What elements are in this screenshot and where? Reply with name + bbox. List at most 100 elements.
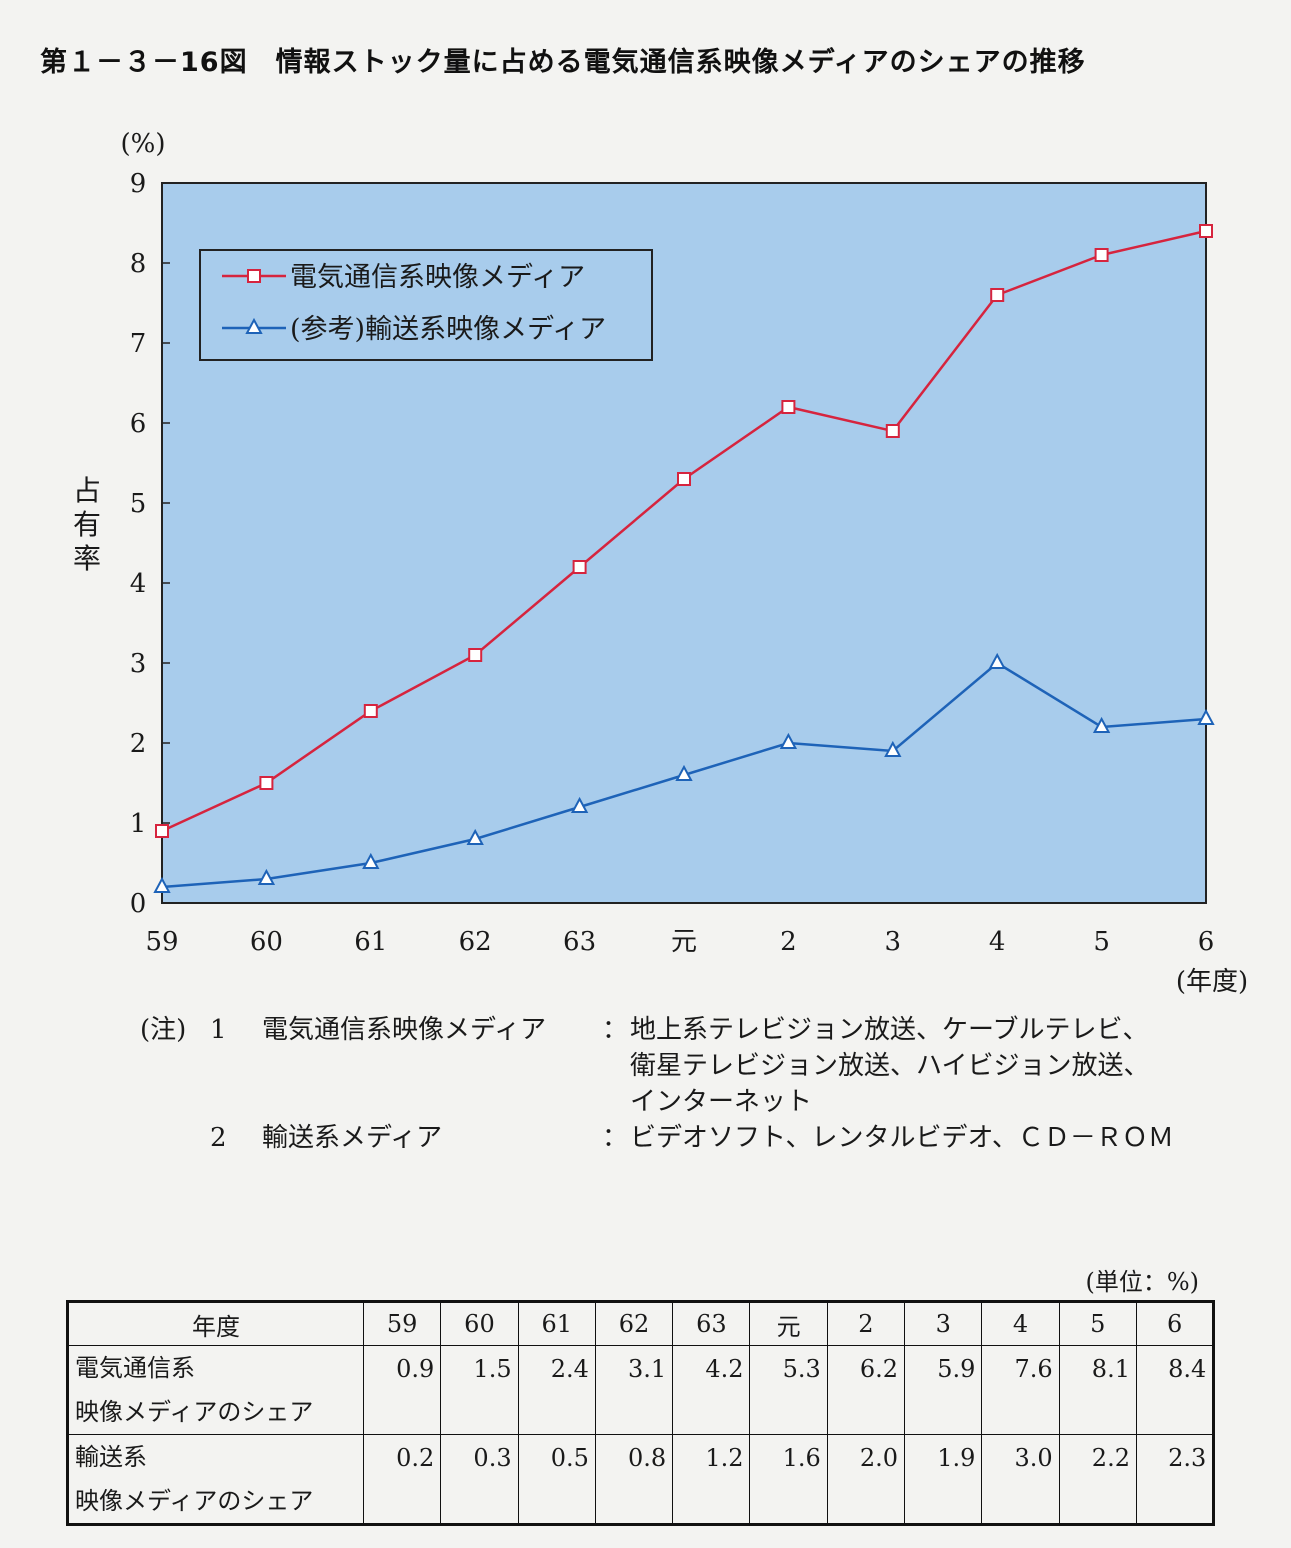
note-line: インターネット	[140, 1084, 1270, 1120]
data-point-square	[259, 776, 274, 790]
table-row: 電気通信系 映像メディアのシェア 0.9 1.5 2.4 3.1 4.2 5.3 6.2 5.9…	[67, 1345, 1215, 1435]
x-tick-label: 2	[780, 927, 797, 957]
x-tick-label: 元	[671, 927, 697, 957]
table-cell: 2.4	[517, 1345, 596, 1435]
table-unit-label: (単位：%)	[1085, 1268, 1199, 1296]
table-header-row: 年度 59 60 61 62 63 元 2 3 4 5 6	[67, 1301, 1215, 1346]
y-tick-label: 9	[130, 169, 147, 199]
data-point-square	[781, 400, 796, 414]
legend-label: 電気通信系映像メディア	[290, 262, 585, 293]
legend-marker-square	[247, 269, 261, 283]
data-point-square	[1094, 248, 1109, 262]
data-point-square	[677, 472, 691, 486]
note-description: ビデオソフト、レンタルビデオ、ＣＤ－ＲＯＭ	[630, 1123, 1174, 1153]
table-header-year: 59	[362, 1301, 442, 1346]
data-point-triangle	[675, 764, 693, 781]
x-tick-label: 6	[1198, 927, 1215, 957]
x-axis: 59 60 61 62 63 元 2 3 4 5 6	[145, 927, 1214, 957]
data-point-square	[1199, 224, 1213, 238]
table-header-year: 3	[904, 1301, 983, 1346]
legend: 電気通信系映像メディア (参考)輸送系映像メディア	[199, 249, 653, 361]
table-cell: 8.4	[1135, 1345, 1215, 1435]
data-point-triangle	[257, 868, 276, 885]
legend-box	[199, 249, 653, 361]
note-number: 2	[210, 1123, 227, 1153]
note-description: インターネット	[630, 1087, 813, 1117]
note-colon: ：	[602, 1015, 629, 1045]
note-line: 2 輸送系メディア ：ビデオソフト、レンタルビデオ、ＣＤ－ＲＯＭ	[140, 1120, 1270, 1156]
table-cell: 0.9	[362, 1345, 442, 1435]
table-row: 輸送系 映像メディアのシェア 0.2 0.3 0.5 0.8 1.2 1.6 2.0 1.9 3.…	[67, 1434, 1215, 1525]
table-cell: 5.9	[904, 1345, 983, 1435]
table-cell: 0.8	[594, 1434, 674, 1525]
table-cell: 6.2	[826, 1345, 906, 1435]
table-cell: 1.9	[904, 1434, 983, 1525]
table-header-year: 元	[749, 1301, 828, 1346]
table-header-year: 61	[517, 1301, 596, 1346]
data-point-triangle	[779, 732, 798, 749]
data-point-triangle	[988, 652, 1006, 669]
x-tick-label: 5	[1093, 927, 1110, 957]
data-point-triangle	[1092, 716, 1111, 733]
note-prefix: (注)	[140, 1015, 187, 1045]
note-line: (注) 1 電気通信系映像メディア ：地上系テレビジョン放送、ケーブルテレビ、	[140, 1012, 1270, 1048]
notes: (注) 1 電気通信系映像メディア：地上系テレビジョン放送、ケーブルテレビ、 衛星テレ…	[140, 1012, 1270, 1156]
note-term: 電気通信系映像メディア	[262, 1015, 547, 1045]
table-cell: 1.5	[440, 1345, 519, 1435]
data-point-square	[155, 824, 169, 838]
y-unit-label: (%)	[121, 129, 166, 159]
table-header-year: 2	[826, 1301, 906, 1346]
table-row-label: 輸送系 映像メディアのシェア	[67, 1434, 364, 1525]
table-cell: 2.2	[1058, 1434, 1137, 1525]
note-number: 1	[210, 1015, 227, 1045]
table-cell: 2.0	[826, 1434, 906, 1525]
x-tick-label: 60	[250, 927, 283, 957]
note-description: 衛星テレビジョン放送、ハイビジョン放送、	[630, 1051, 1150, 1081]
table-cell: 2.3	[1135, 1434, 1215, 1525]
table-header-year: 4	[981, 1301, 1060, 1346]
note-description: 地上系テレビジョン放送、ケーブルテレビ、	[630, 1015, 1149, 1045]
table-header-year: 62	[594, 1301, 674, 1346]
table-header-year: 6	[1135, 1301, 1215, 1346]
table-cell: 0.2	[362, 1434, 442, 1525]
data-point-square	[990, 288, 1005, 302]
x-unit-label: (年度)	[1176, 967, 1248, 997]
y-axis: 0 1 2 3 4 5 6 7 8 9	[130, 169, 170, 919]
y-tick-label: 5	[130, 489, 147, 519]
note-colon: ：	[602, 1123, 629, 1153]
y-tick-label: 4	[130, 569, 147, 599]
data-table: 年度 59 60 61 62 63 元 2 3 4 5 6 電気通信系 映像メディアのシェア 0.9 1.…	[66, 1300, 1216, 1526]
y-tick-label: 0	[130, 889, 147, 919]
table-header-label: 年度	[67, 1301, 364, 1346]
data-point-triangle	[570, 796, 589, 813]
data-point-triangle	[466, 828, 484, 845]
y-tick-label: 2	[130, 729, 147, 759]
note-term: 輸送系メディア	[262, 1123, 443, 1153]
figure-title: 第１－３－16図 情報ストック量に占める電気通信系映像メディアのシェアの推移	[40, 47, 1086, 78]
data-point-square	[468, 648, 483, 662]
table-cell: 3.0	[981, 1434, 1060, 1525]
table-cell: 0.5	[517, 1434, 596, 1525]
x-tick-label: 59	[145, 927, 178, 957]
note-line: 衛星テレビジョン放送、ハイビジョン放送、	[140, 1048, 1270, 1084]
data-point-triangle	[362, 852, 380, 869]
data-point-triangle	[884, 740, 902, 757]
x-tick-label: 63	[563, 927, 596, 957]
data-point-square	[363, 704, 378, 718]
data-point-square	[885, 424, 900, 438]
table-header-year: 5	[1058, 1301, 1137, 1346]
y-tick-label: 7	[130, 329, 147, 359]
table-header-year: 60	[440, 1301, 519, 1346]
table-cell: 5.3	[749, 1345, 828, 1435]
line-chart: 0 1 2 3 4 5 6 7 8 9 59 60 61 62 63 元 2 3 4 5 6 (%) (年度) 占有率…	[73, 129, 1248, 997]
table-header-year: 63	[672, 1301, 751, 1346]
table-cell: 0.3	[440, 1434, 519, 1525]
data-point-triangle	[153, 876, 171, 893]
y-tick-label: 8	[130, 249, 147, 279]
table-cell: 1.6	[749, 1434, 828, 1525]
x-tick-label: 62	[459, 927, 492, 957]
table-cell: 8.1	[1058, 1345, 1137, 1435]
table-cell: 4.2	[672, 1345, 751, 1435]
y-axis-label: 占有率	[73, 474, 101, 575]
y-tick-label: 6	[130, 409, 147, 439]
